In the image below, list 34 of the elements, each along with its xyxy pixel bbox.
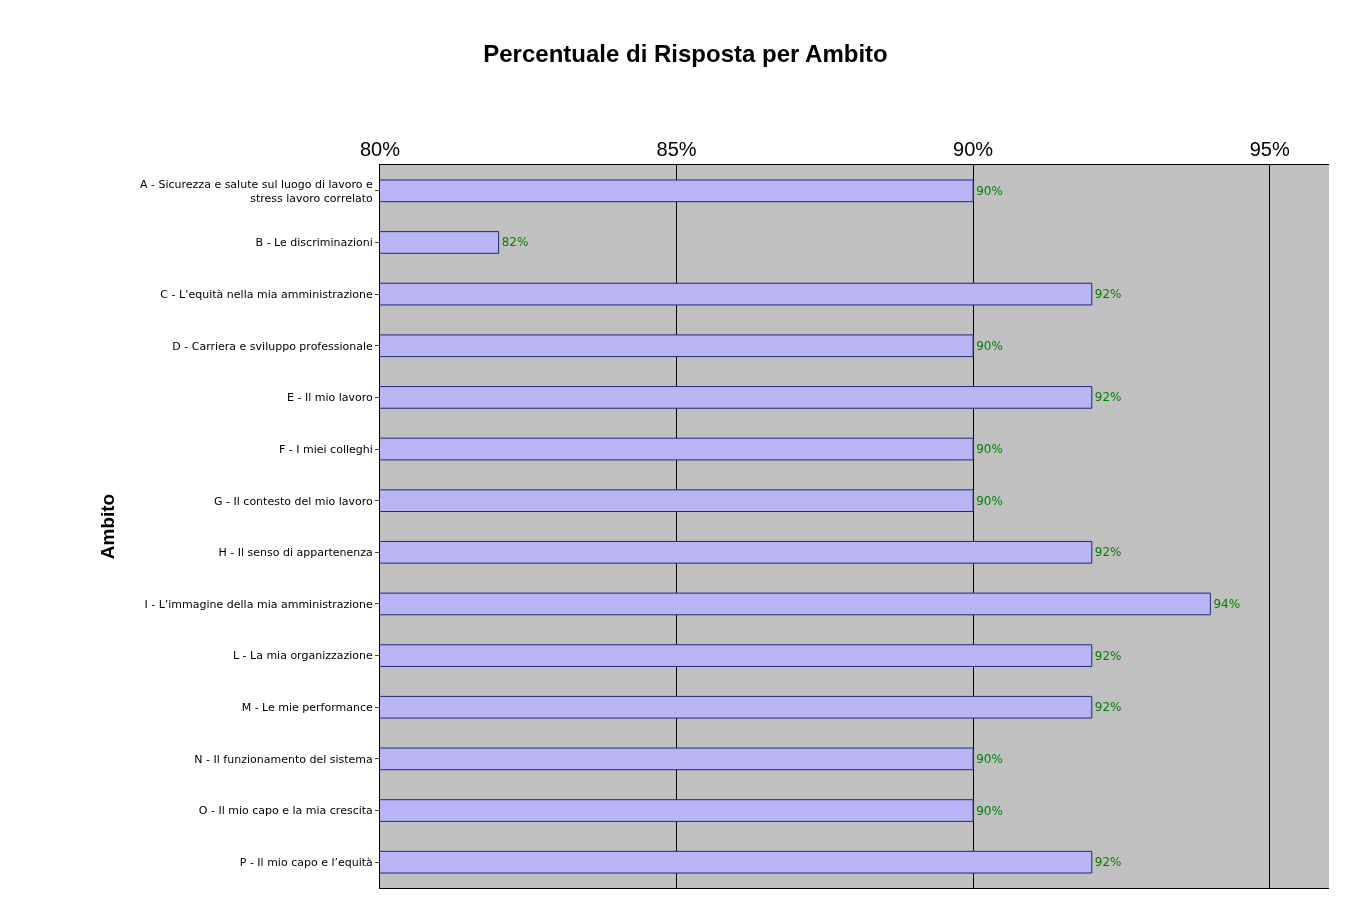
y-tick-label: F - I miei colleghi (279, 442, 373, 456)
y-tick-label: M - Le mie performance (241, 701, 374, 715)
y-axis-title: Ambito (96, 493, 118, 560)
x-tick-label: 85% (656, 138, 697, 160)
data-label: 92% (1094, 545, 1122, 560)
data-label: 92% (1094, 287, 1122, 302)
data-label: 92% (1094, 855, 1122, 870)
data-label: 90% (976, 751, 1003, 766)
y-tick-label: H - Il senso di appartenenza (218, 546, 373, 560)
y-tick-label: L - La mia organizzazione (232, 649, 374, 663)
data-label: 92% (1094, 390, 1122, 405)
data-label: 92% (1094, 648, 1122, 663)
y-tick-label: D - Carriera e sviluppo professionale (172, 339, 374, 353)
y-tick-label: O - Il mio capo e la mia crescita (198, 804, 373, 818)
data-label: 92% (1094, 700, 1122, 715)
data-label: 90% (976, 183, 1003, 198)
data-label: 82% (501, 235, 529, 250)
y-tick-label: N - Il funzionamento del sistema (194, 752, 373, 766)
y-tick-label: G - Il contesto del mio lavoro (214, 494, 374, 508)
x-tick-label: 80% (359, 138, 401, 160)
y-tick-label: I - L’immagine della mia amministrazione (144, 597, 374, 611)
chart-title: Percentuale di Risposta per Ambito (483, 39, 888, 67)
y-tick-label: P - Il mio capo e l’equità (239, 856, 373, 870)
data-label: 90% (976, 338, 1003, 353)
data-label: 90% (976, 442, 1003, 457)
y-tick-label: A - Sicurezza e salute sul luogo di lavoro e stress lavoro correlato (140, 177, 374, 205)
y-tick-label: E - Il mio lavoro (287, 391, 374, 405)
y-tick-label: B - Le discriminazioni (255, 236, 373, 250)
data-label: 90% (976, 493, 1003, 508)
data-label: 94% (1213, 596, 1241, 611)
x-tick-label: 90% (953, 138, 994, 160)
y-tick-label: C - L’equità nella mia amministrazione (160, 287, 374, 301)
data-label: 90% (976, 803, 1003, 818)
x-tick-label: 95% (1249, 138, 1290, 160)
